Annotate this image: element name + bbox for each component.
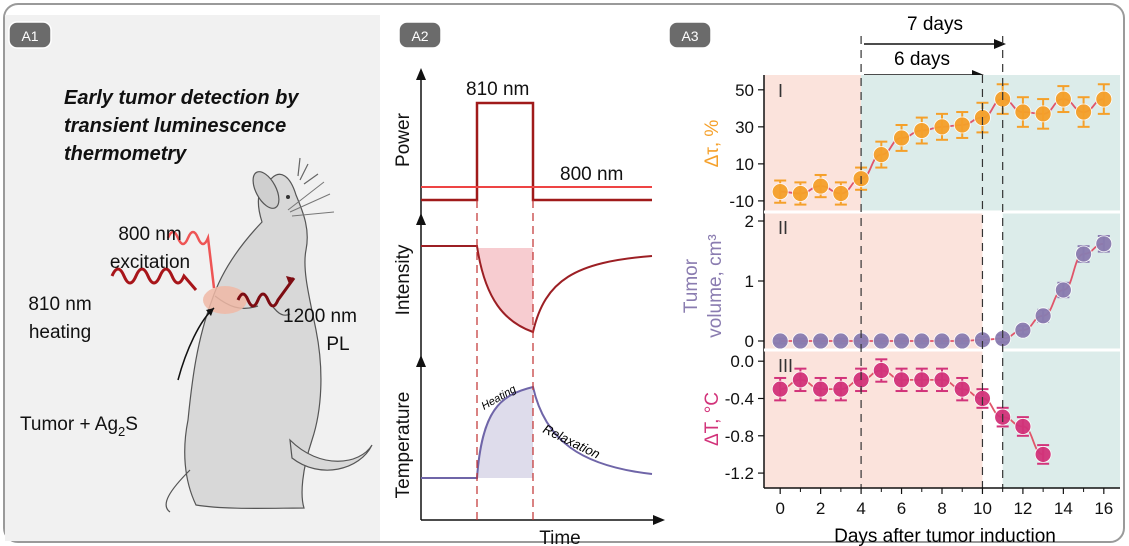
- tumor-label: Tumor + Ag2S: [20, 414, 138, 439]
- label-6-days: 6 days: [894, 49, 950, 70]
- x-tick-label: 16: [1094, 499, 1113, 518]
- heating-beam-icon: [110, 267, 198, 291]
- data-point: [1014, 418, 1032, 435]
- y-tick-label: 1: [745, 272, 754, 291]
- mouse-illustration: [165, 157, 373, 513]
- data-point: [872, 362, 890, 379]
- subplot-label: III: [778, 356, 793, 376]
- panel-a2-badge: A2: [411, 28, 428, 44]
- a2-ylabel-temperature: Temperature: [393, 392, 414, 499]
- data-point: [933, 118, 951, 136]
- x-tick-label: 8: [937, 499, 946, 518]
- subplot-i: I 50 30 10 -10 Δτ, %: [702, 75, 1120, 212]
- a1-title-line1: Early tumor detection by: [64, 87, 299, 109]
- label-7-days: 7 days: [907, 14, 963, 35]
- data-point: [893, 332, 910, 350]
- y-axis-label: Δτ, %: [702, 120, 723, 168]
- data-point: [771, 380, 789, 398]
- panel-a3-badge: A3: [681, 28, 698, 44]
- pl-line2: PL: [326, 334, 349, 355]
- data-point: [1075, 103, 1092, 121]
- x-tick-label: 4: [856, 499, 865, 518]
- data-point: [913, 122, 931, 139]
- excitation-beam-icon: [166, 230, 216, 289]
- a2-label-800: 800 nm: [560, 164, 623, 185]
- data-point: [832, 185, 850, 202]
- y-axis-label-line1: Tumor: [681, 258, 702, 313]
- data-point: [953, 380, 971, 398]
- data-point: [792, 332, 809, 350]
- y-tick-label: -0.4: [725, 389, 754, 408]
- x-tick-label: 14: [1054, 499, 1073, 518]
- a2-label-810: 810 nm: [466, 79, 529, 100]
- data-point: [1034, 446, 1052, 463]
- y-tick-label: 0.0: [730, 352, 754, 371]
- data-point: [771, 332, 789, 350]
- data-point: [1054, 90, 1072, 108]
- data-point: [913, 371, 931, 389]
- y-tick-label: 10: [735, 155, 754, 174]
- shade-early-ii: [764, 212, 983, 350]
- y-tick-label: -10: [729, 192, 754, 211]
- data-point: [792, 185, 809, 202]
- panel-a1: A1 Early tumor detection by transient lu…: [8, 21, 373, 513]
- data-point: [872, 332, 890, 350]
- subplot-label: I: [778, 81, 783, 101]
- a2-ylabel-intensity: Intensity: [393, 244, 414, 315]
- data-point: [1014, 103, 1032, 121]
- y-tick-label: 2: [745, 212, 754, 231]
- y-axis-label-line2: volume, cm³: [705, 234, 726, 337]
- y-tick-label: -0.8: [725, 427, 754, 446]
- data-point: [872, 146, 890, 164]
- data-point: [953, 332, 971, 350]
- x-tick-label: 0: [775, 499, 784, 518]
- pl-line1: 1200 nm: [283, 306, 357, 327]
- a2-ylabel-power: Power: [393, 112, 414, 167]
- a2-xlabel: Time: [539, 528, 581, 546]
- data-point: [1034, 105, 1052, 123]
- x-tick-label: 6: [897, 499, 906, 518]
- data-point: [1095, 235, 1113, 253]
- panel-a1-badge: A1: [21, 28, 38, 44]
- data-point: [1034, 307, 1052, 325]
- excitation-line2: excitation: [110, 252, 190, 273]
- x-tick-label: 2: [816, 499, 825, 518]
- heating-line1: 810 nm: [28, 294, 91, 315]
- data-point: [832, 380, 850, 398]
- data-point: [812, 332, 830, 350]
- a1-title-line3: thermometry: [64, 143, 187, 165]
- a1-title-line2: transient luminescence: [64, 115, 286, 137]
- data-point: [832, 332, 850, 350]
- data-point: [913, 332, 931, 350]
- y-tick-label: 30: [735, 118, 754, 137]
- data-point: [1075, 245, 1092, 263]
- x-tick-label: 12: [1013, 499, 1032, 518]
- y-tick-label: 0: [745, 332, 754, 351]
- data-point: [1014, 321, 1032, 339]
- subplot-label: II: [778, 218, 788, 238]
- data-point: [933, 371, 951, 389]
- data-point: [812, 177, 830, 195]
- y-tick-label: 50: [735, 81, 754, 100]
- subplot-iii: III 0.0 -0.4 -0.8 -1.2ΔT, °C: [702, 350, 1120, 488]
- data-point: [771, 183, 789, 201]
- a3-xlabel: Days after tumor induction: [834, 526, 1056, 546]
- data-point: [1095, 90, 1113, 108]
- heating-line2: heating: [29, 322, 91, 343]
- data-point: [893, 371, 910, 389]
- data-point: [933, 332, 951, 350]
- pl-emission-beam-icon: [236, 277, 296, 308]
- x-tick-label: 10: [973, 499, 992, 518]
- data-point: [812, 380, 830, 398]
- data-point: [1054, 281, 1072, 299]
- data-point: [893, 129, 910, 147]
- excitation-line1: 800 nm: [118, 224, 181, 245]
- y-tick-label: -1.2: [725, 464, 754, 483]
- data-point: [792, 371, 809, 389]
- data-point: [953, 116, 971, 134]
- y-axis-label: ΔT, °C: [702, 392, 723, 446]
